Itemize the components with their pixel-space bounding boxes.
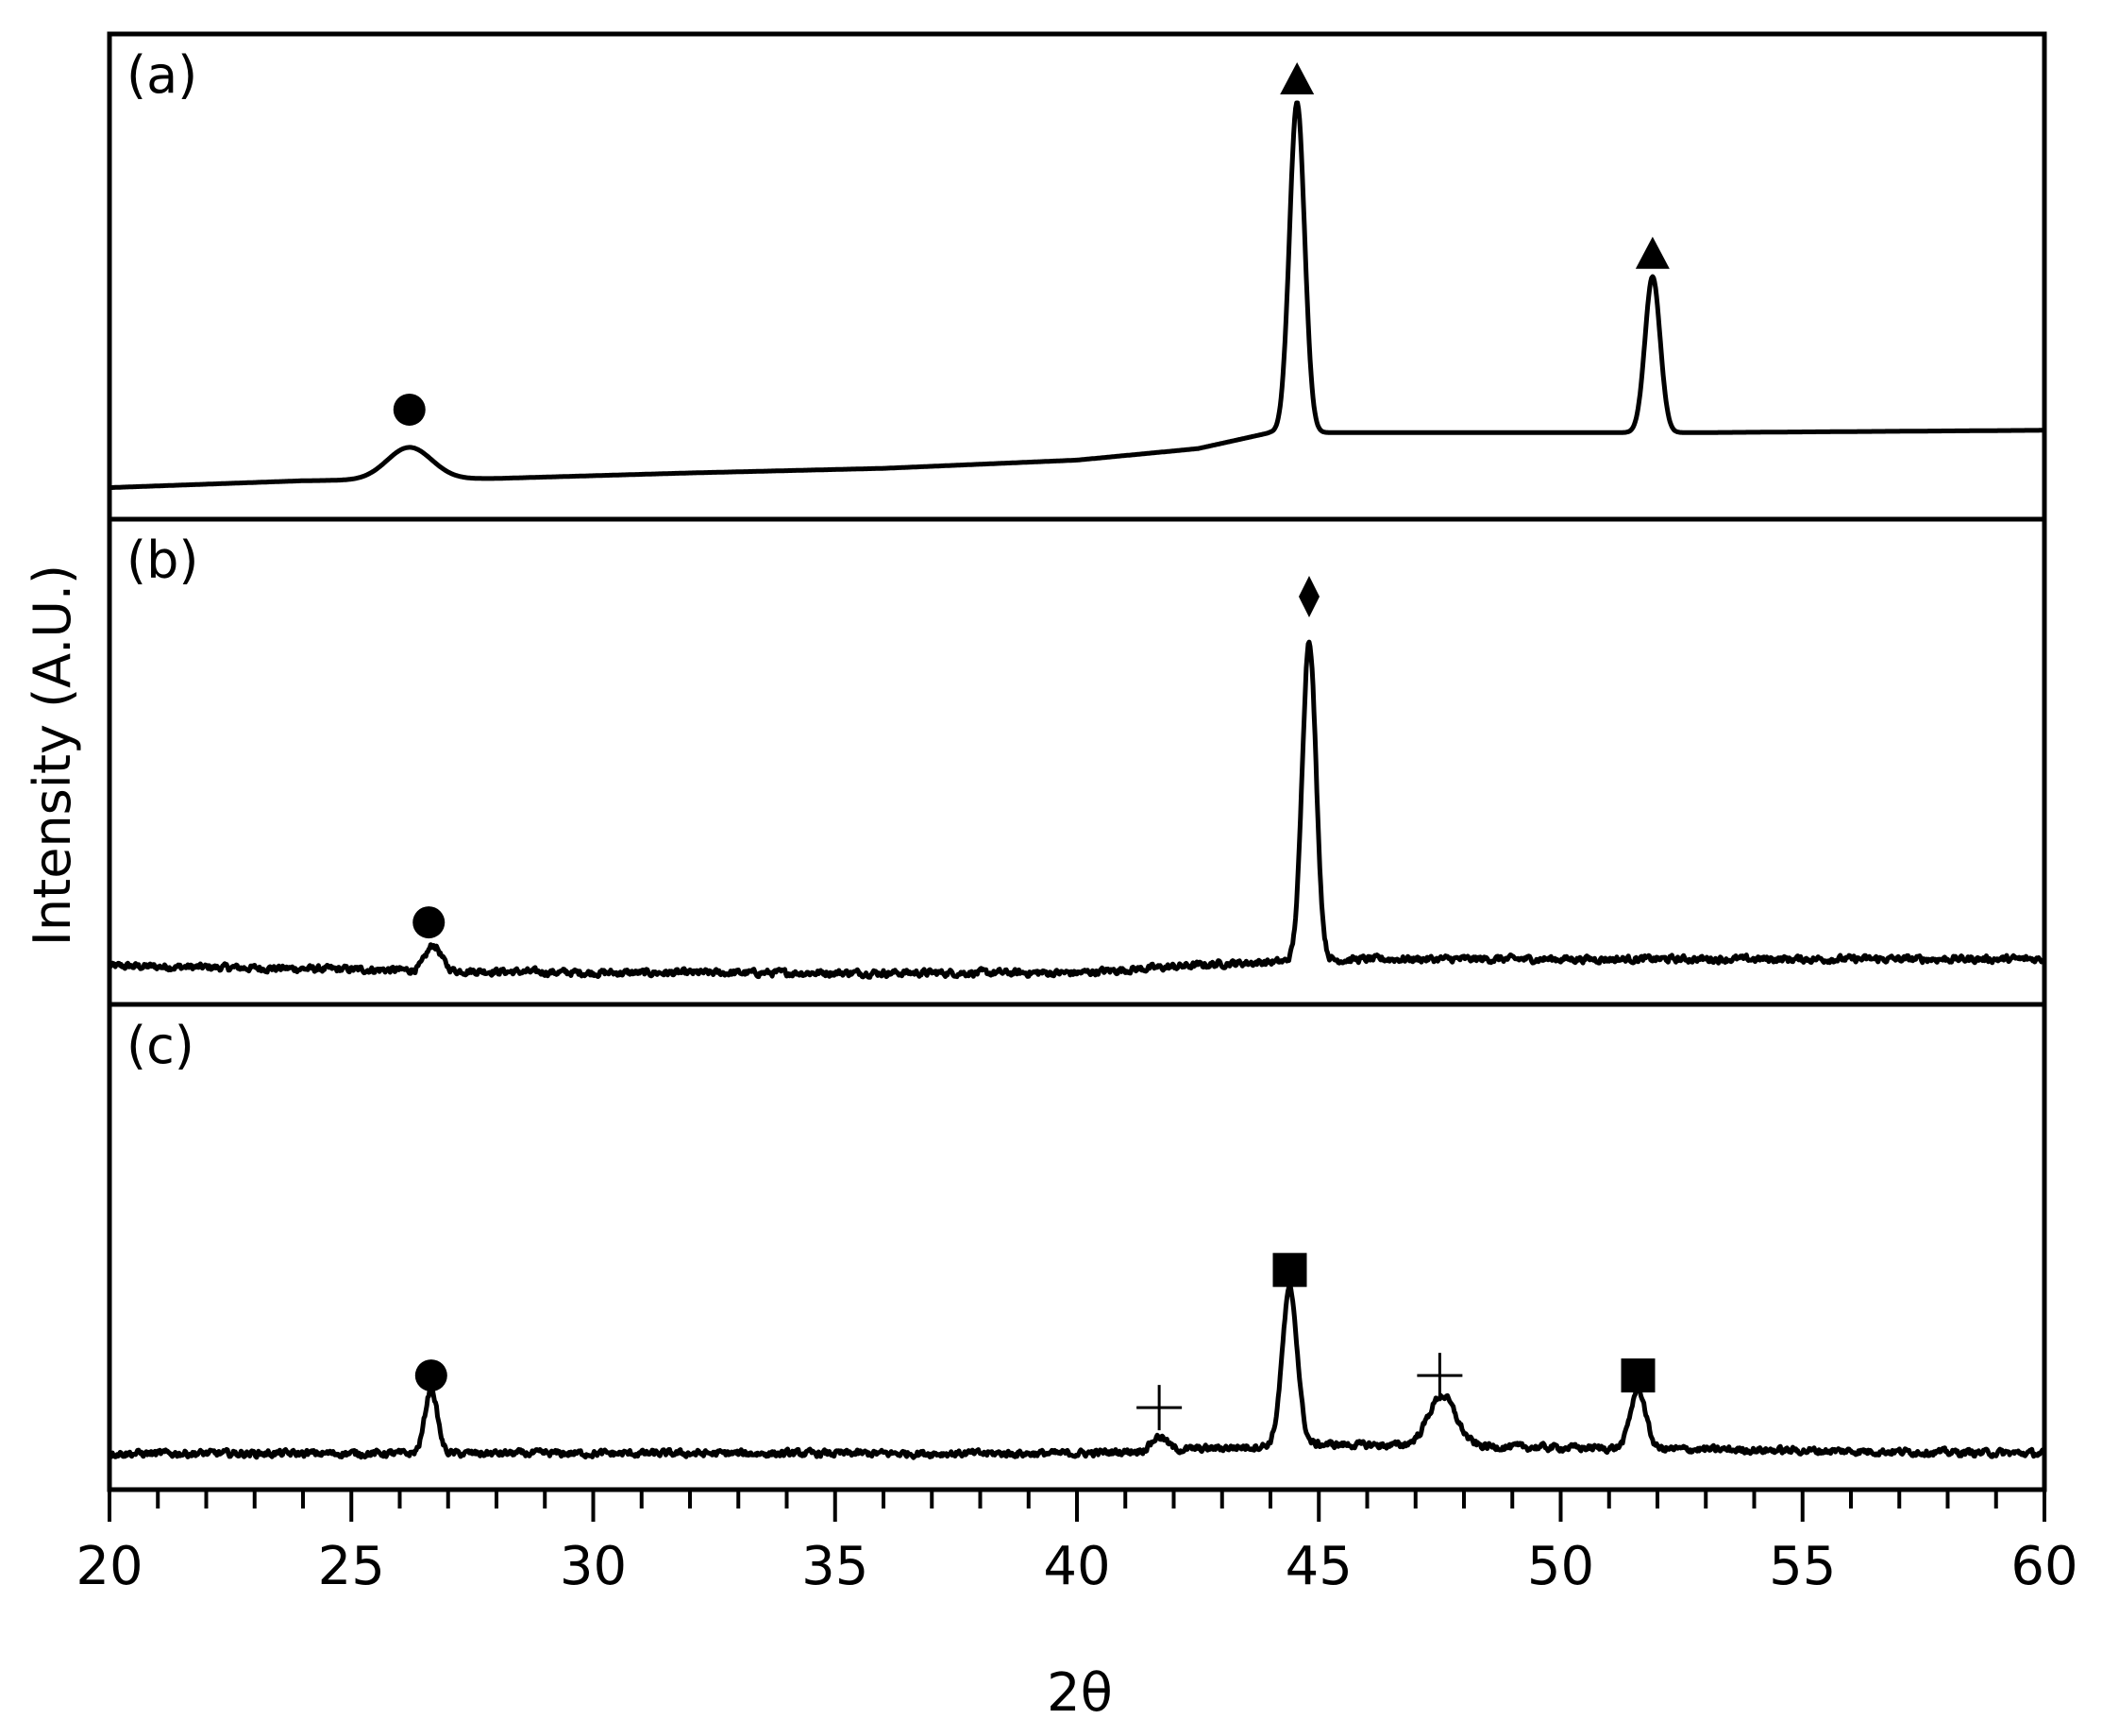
x-tick-label: 45 — [1286, 1536, 1353, 1597]
x-tick-label: 20 — [76, 1536, 143, 1597]
x-axis-label: 2θ — [1047, 1662, 1113, 1724]
x-tick-label: 60 — [2010, 1536, 2077, 1597]
diamond-marker — [1299, 576, 1320, 618]
series-line — [107, 639, 2047, 980]
x-tick-label: 50 — [1527, 1536, 1594, 1597]
plus-marker — [1417, 1353, 1463, 1399]
series-line — [108, 100, 2046, 491]
series-line — [108, 1283, 2046, 1460]
panel-label: (b) — [126, 531, 198, 590]
panel-frame — [107, 1002, 2047, 1492]
x-tick-label: 30 — [560, 1536, 627, 1597]
x-axis: 20 25 30 35 40 45 50 55 60 — [76, 1490, 2078, 1597]
panel-frame — [107, 31, 2047, 522]
panels: (a) (b) (c) — [107, 31, 2047, 1492]
panel-label: (a) — [126, 45, 197, 105]
square-marker — [1272, 1253, 1307, 1288]
x-tick-label: 35 — [801, 1536, 868, 1597]
circle-marker — [414, 1359, 447, 1392]
circle-marker — [393, 393, 426, 426]
y-axis-label: Intensity (A.U.) — [23, 565, 82, 946]
panel-frame — [107, 516, 2047, 1007]
x-tick-label: 55 — [1769, 1536, 1836, 1597]
x-tick-label: 25 — [318, 1536, 385, 1597]
panel-b: (b) — [107, 516, 2047, 1007]
plus-marker — [1136, 1385, 1183, 1431]
x-tick-label: 40 — [1043, 1536, 1110, 1597]
square-marker — [1621, 1358, 1656, 1393]
triangle-marker — [1280, 62, 1315, 95]
panel-a: (a) — [107, 31, 2047, 522]
triangle-marker — [1635, 236, 1670, 269]
circle-marker — [412, 906, 446, 939]
panel-label: (c) — [126, 1016, 194, 1075]
panel-c: (c) — [107, 1002, 2047, 1492]
